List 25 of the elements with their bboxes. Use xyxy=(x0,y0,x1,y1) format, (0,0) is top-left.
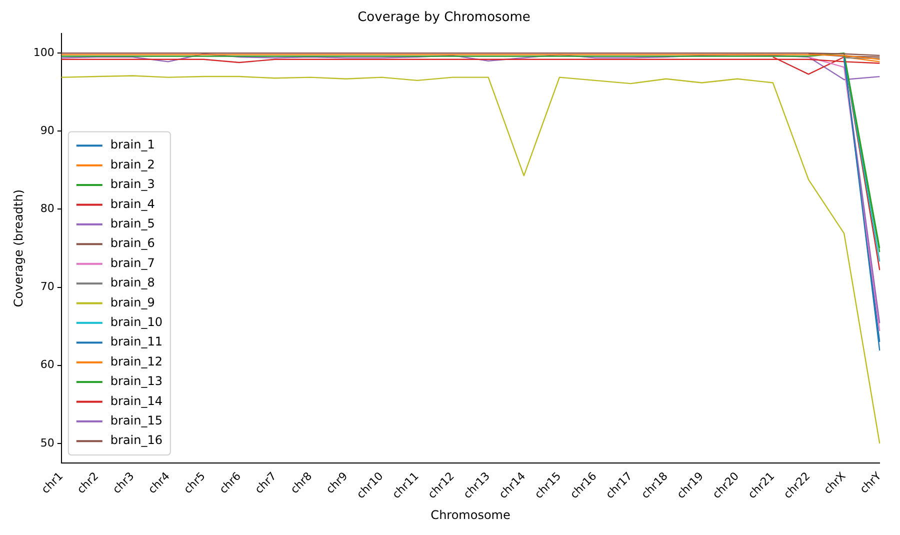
legend-label: brain_2 xyxy=(110,157,155,172)
y-axis-title: Coverage (breadth) xyxy=(11,189,26,308)
y-tick-label: 90 xyxy=(40,124,54,138)
legend-label: brain_1 xyxy=(110,138,155,152)
legend-label: brain_7 xyxy=(110,256,155,270)
legend-label: brain_12 xyxy=(110,354,163,368)
legend-label: brain_11 xyxy=(110,334,163,349)
legend-label: brain_8 xyxy=(110,276,155,290)
y-tick-label: 70 xyxy=(40,280,54,294)
legend-label: brain_4 xyxy=(110,196,155,211)
legend-label: brain_14 xyxy=(110,394,163,408)
chart-title: Coverage by Chromosome xyxy=(358,10,530,26)
legend-label: brain_13 xyxy=(110,374,163,388)
y-tick-label: 60 xyxy=(40,358,54,372)
legend-label: brain_10 xyxy=(110,315,163,330)
y-tick-label: 100 xyxy=(33,46,54,59)
legend-label: brain_15 xyxy=(110,414,163,428)
x-axis-title: Chromosome xyxy=(430,508,510,522)
legend-label: brain_16 xyxy=(110,433,163,448)
y-tick-label: 80 xyxy=(40,202,54,216)
y-tick-label: 50 xyxy=(40,436,54,450)
legend-label: brain_9 xyxy=(110,295,155,310)
legend-label: brain_5 xyxy=(110,216,155,231)
legend-label: brain_6 xyxy=(110,236,155,250)
legend-label: brain_3 xyxy=(110,177,155,192)
